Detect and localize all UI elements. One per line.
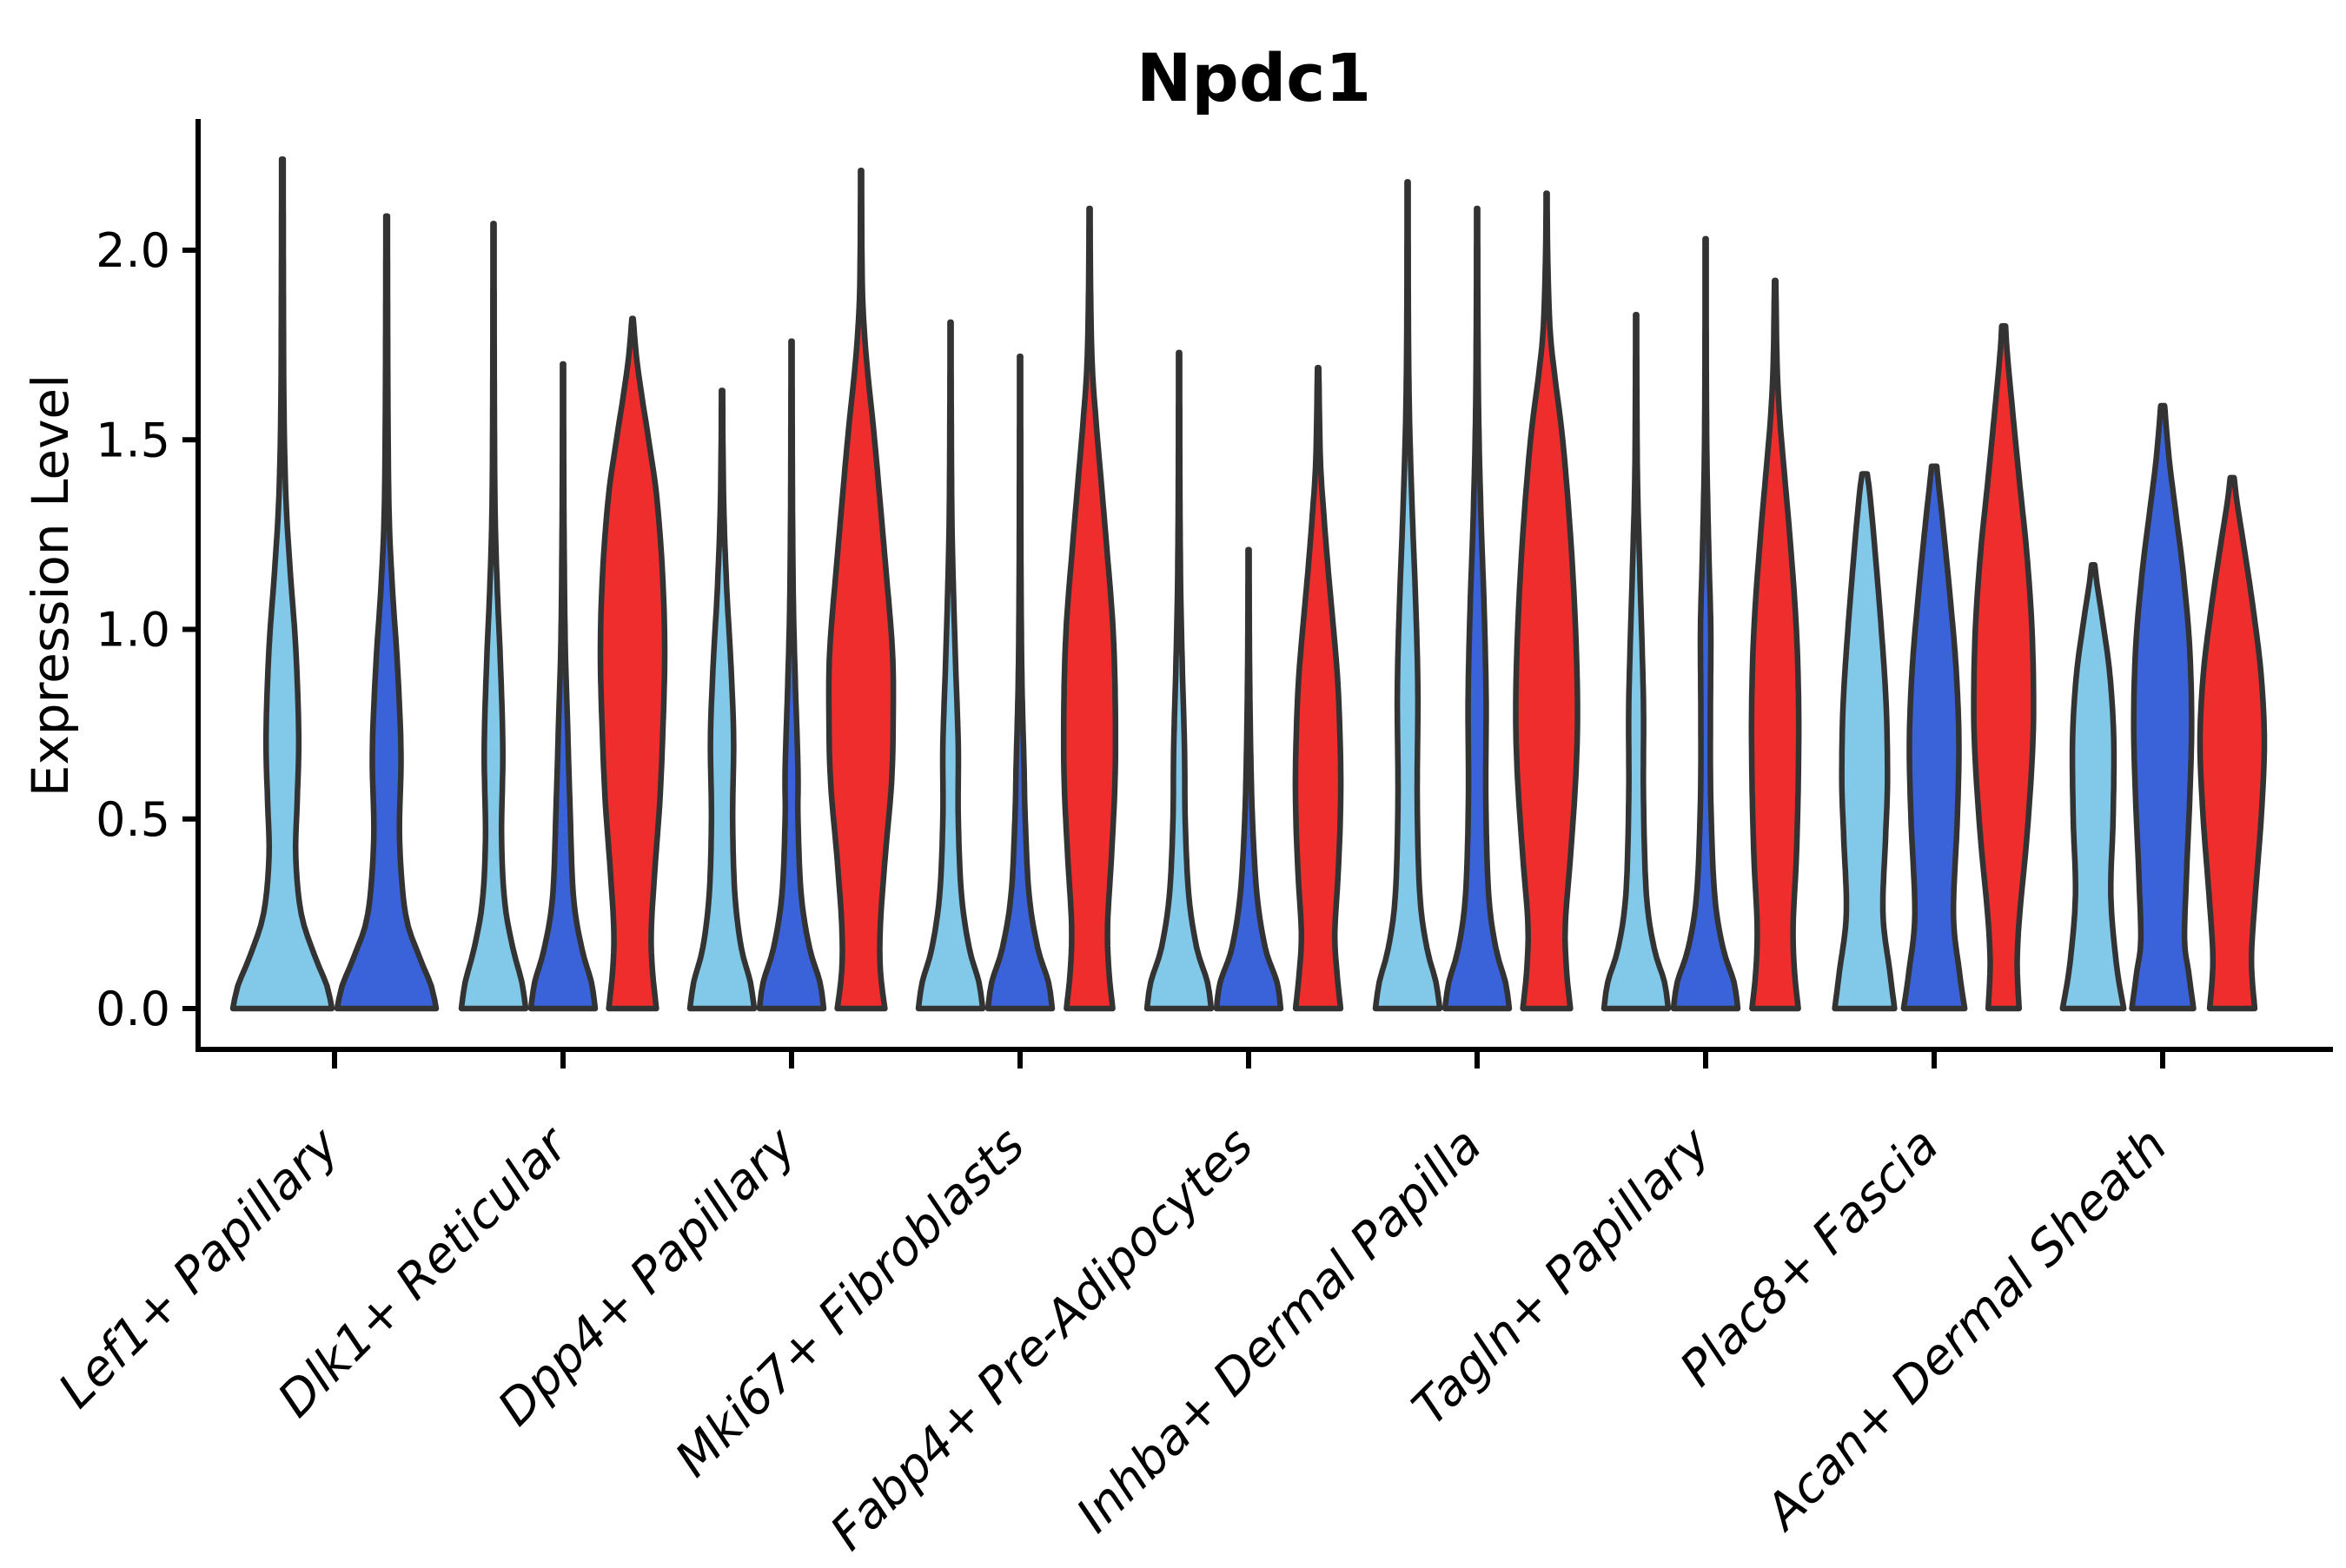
- violin-darkblue: [334, 213, 440, 1012]
- violin-darkblue: [984, 353, 1056, 1012]
- y-axis-label: Expression Level: [21, 374, 80, 797]
- violin-red: [1513, 190, 1581, 1012]
- y-tick-label: 1.5: [96, 413, 170, 467]
- violin-darkblue: [756, 338, 827, 1012]
- violin-lightblue: [915, 319, 986, 1012]
- violin-lightblue: [1832, 471, 1898, 1012]
- violin-shapes: [229, 155, 2268, 1012]
- y-tick-label: 2.0: [96, 223, 170, 278]
- violin-lightblue: [1372, 179, 1443, 1012]
- violin-darkblue: [1441, 205, 1513, 1012]
- violin-red: [1748, 277, 1802, 1012]
- violin-red: [597, 315, 668, 1012]
- violin-lightblue: [686, 387, 758, 1012]
- x-tick-label: Fabp4+ Pre-Adipocytes: [820, 1117, 1264, 1561]
- violin-group-fabp4-pre-adipocytes: [1143, 349, 1344, 1012]
- violin-group-acan-dermal-sheath: [2059, 402, 2268, 1012]
- violin-red: [2197, 474, 2268, 1012]
- violin-group-inhba-dermal-papilla: [1372, 179, 1581, 1012]
- violin-red: [1060, 205, 1119, 1012]
- violin-group-dpp4-papillary: [686, 168, 897, 1012]
- x-tick-label: Inhba+ Dermal Papilla: [1066, 1117, 1493, 1544]
- violin-group-mki67-fibroblasts: [915, 205, 1119, 1012]
- violin-lightblue: [2059, 562, 2127, 1012]
- violin-group-plac8-fascia: [1832, 323, 2037, 1012]
- violin-lightblue: [1600, 311, 1672, 1012]
- violin-darkblue: [527, 361, 599, 1012]
- violin-lightblue: [229, 155, 335, 1012]
- y-tick-label: 0.5: [96, 792, 170, 847]
- violin-darkblue: [1213, 546, 1284, 1012]
- y-tick-label: 1.0: [96, 603, 170, 658]
- violin-red: [1292, 365, 1344, 1012]
- axes: [196, 119, 2333, 1052]
- violin-darkblue: [1900, 463, 1968, 1012]
- violin-group-tagln-papillary: [1600, 235, 1802, 1012]
- x-tick-label: Acan+ Dermal Sheath: [1753, 1117, 2178, 1542]
- chart-title: Npdc1: [1137, 39, 1371, 116]
- violin-darkblue: [2129, 402, 2197, 1012]
- y-axis-ticks: 0.0 0.5 1.0 1.5 2.0: [96, 223, 198, 1036]
- violin-lightblue: [458, 221, 529, 1012]
- violin-lightblue: [1143, 349, 1215, 1012]
- y-tick-label: 0.0: [96, 982, 170, 1036]
- violin-red: [1971, 323, 2037, 1012]
- violin-red: [825, 168, 897, 1012]
- violin-darkblue: [1670, 235, 1741, 1012]
- violin-group-dlk1-reticular: [458, 221, 668, 1012]
- violin-group-lef1-papillary: [229, 155, 440, 1012]
